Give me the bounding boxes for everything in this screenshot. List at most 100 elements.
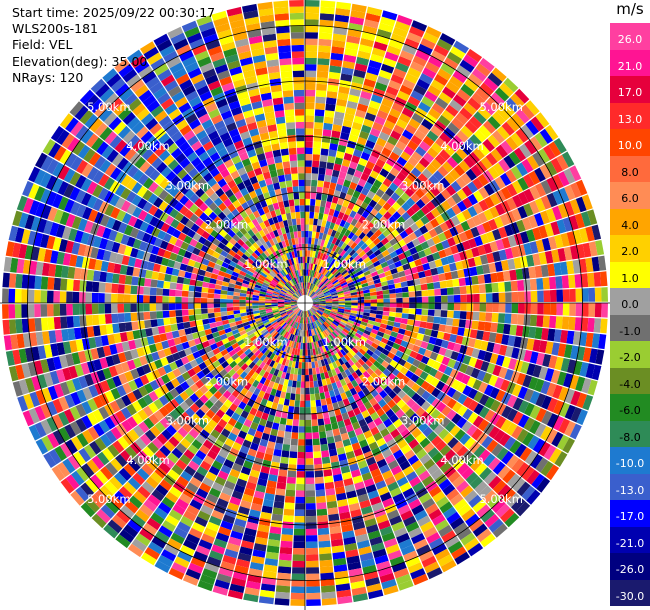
velocity-gate (433, 424, 445, 436)
velocity-gate (276, 317, 283, 323)
velocity-gate (447, 310, 454, 318)
velocity-gate (430, 267, 439, 276)
velocity-gate (281, 337, 287, 345)
velocity-gate (275, 585, 291, 593)
velocity-gate (419, 225, 429, 235)
velocity-gate (382, 178, 393, 188)
velocity-gate (306, 323, 308, 331)
velocity-gate (320, 148, 329, 156)
velocity-gate (446, 196, 457, 208)
velocity-gate (331, 130, 341, 139)
velocity-gate (535, 457, 549, 473)
velocity-gate (378, 207, 388, 216)
velocity-gate (327, 316, 335, 322)
velocity-gate (284, 317, 291, 323)
velocity-gate (282, 444, 291, 452)
velocity-gate (306, 541, 318, 549)
velocity-gate (286, 339, 291, 347)
velocity-gate (319, 339, 324, 347)
velocity-gate (446, 488, 460, 501)
velocity-gate (341, 330, 348, 337)
velocity-gate (464, 138, 478, 151)
velocity-gate (404, 38, 420, 50)
velocity-gate (420, 194, 431, 205)
velocity-gate (196, 488, 209, 499)
velocity-gate (329, 65, 342, 74)
velocity-gate (386, 172, 396, 182)
velocity-gate (422, 262, 431, 271)
velocity-gate (311, 231, 316, 238)
velocity-gate (308, 336, 312, 343)
velocity-gate (363, 401, 373, 410)
velocity-gate (123, 463, 137, 477)
velocity-gate (559, 261, 568, 275)
velocity-gate (496, 106, 511, 121)
velocity-gate (346, 555, 360, 565)
velocity-gate (285, 392, 291, 400)
velocity-gate (385, 325, 394, 331)
velocity-gate (375, 35, 390, 45)
velocity-gate (326, 248, 332, 256)
velocity-gate (390, 428, 401, 439)
velocity-gate (378, 69, 392, 80)
velocity-gate (366, 6, 383, 17)
velocity-gate (498, 158, 511, 173)
velocity-gate (340, 165, 349, 174)
velocity-gate (167, 469, 180, 481)
velocity-gate (127, 519, 142, 533)
velocity-gate (356, 270, 364, 276)
velocity-gate (347, 331, 355, 338)
velocity-gate (325, 488, 336, 496)
velocity-gate (175, 416, 186, 427)
velocity-gate (318, 212, 324, 220)
velocity-gate (314, 238, 319, 245)
velocity-gate (332, 299, 339, 302)
velocity-gate (156, 311, 164, 319)
velocity-gate (299, 349, 303, 356)
velocity-gate (179, 401, 190, 412)
velocity-gate (276, 403, 284, 412)
velocity-gate (438, 478, 452, 491)
velocity-gate (374, 368, 383, 377)
velocity-gate (319, 553, 332, 561)
velocity-gate (142, 522, 158, 536)
velocity-gate (456, 212, 467, 223)
velocity-gate (388, 182, 399, 192)
velocity-gate (227, 502, 240, 512)
velocity-gate (136, 286, 144, 295)
velocity-gate (373, 143, 384, 153)
velocity-gate (259, 336, 266, 343)
velocity-gate (347, 239, 355, 247)
velocity-gate (524, 140, 537, 155)
velocity-gate (315, 367, 320, 375)
velocity-gate (258, 345, 266, 352)
velocity-gate (322, 276, 328, 283)
velocity-gate (186, 482, 199, 494)
velocity-gate (199, 574, 216, 586)
velocity-gate (169, 282, 177, 290)
velocity-gate (407, 285, 415, 292)
velocity-gate (395, 312, 403, 318)
velocity-gate (411, 272, 420, 280)
velocity-gate (372, 548, 387, 559)
velocity-gate (311, 257, 315, 264)
velocity-gate (295, 393, 301, 401)
velocity-gate (267, 441, 276, 449)
velocity-gate (351, 175, 360, 185)
velocity-gate (104, 303, 112, 314)
velocity-gate (507, 258, 516, 270)
velocity-gate (143, 286, 151, 295)
velocity-gate (356, 290, 364, 295)
velocity-gate (266, 351, 273, 359)
velocity-gate (472, 499, 487, 513)
velocity-gate (347, 281, 355, 287)
velocity-gate (346, 265, 353, 272)
velocity-gate (40, 276, 49, 290)
velocity-gate (150, 319, 158, 328)
velocity-gate (289, 373, 294, 381)
velocity-gate (402, 303, 410, 308)
velocity-gate (194, 303, 201, 309)
velocity-gate (313, 141, 322, 149)
velocity-gate (305, 381, 310, 388)
velocity-gate (305, 317, 308, 324)
